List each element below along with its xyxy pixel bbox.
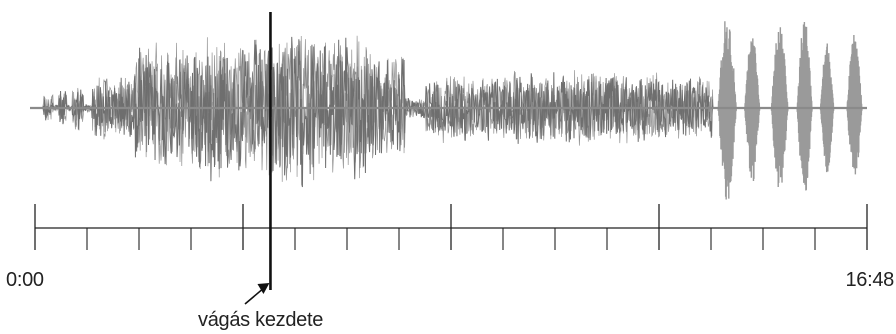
waveform-burst — [819, 43, 835, 173]
waveform-burst — [717, 21, 738, 200]
waveform-burst — [796, 21, 813, 191]
waveform-burst — [846, 35, 863, 175]
waveform — [30, 21, 867, 200]
waveform-burst — [770, 27, 789, 187]
waveform-burst — [744, 38, 761, 181]
cut-start-caption: vágás kezdete — [198, 309, 324, 331]
timeline-ruler[interactable] — [34, 204, 868, 250]
timeline-start-label: 0:00 — [6, 269, 44, 291]
cut-pointer-arrowhead — [257, 283, 270, 294]
timeline-end-label: 16:48 — [845, 269, 894, 291]
cut-marker[interactable] — [244, 12, 272, 305]
